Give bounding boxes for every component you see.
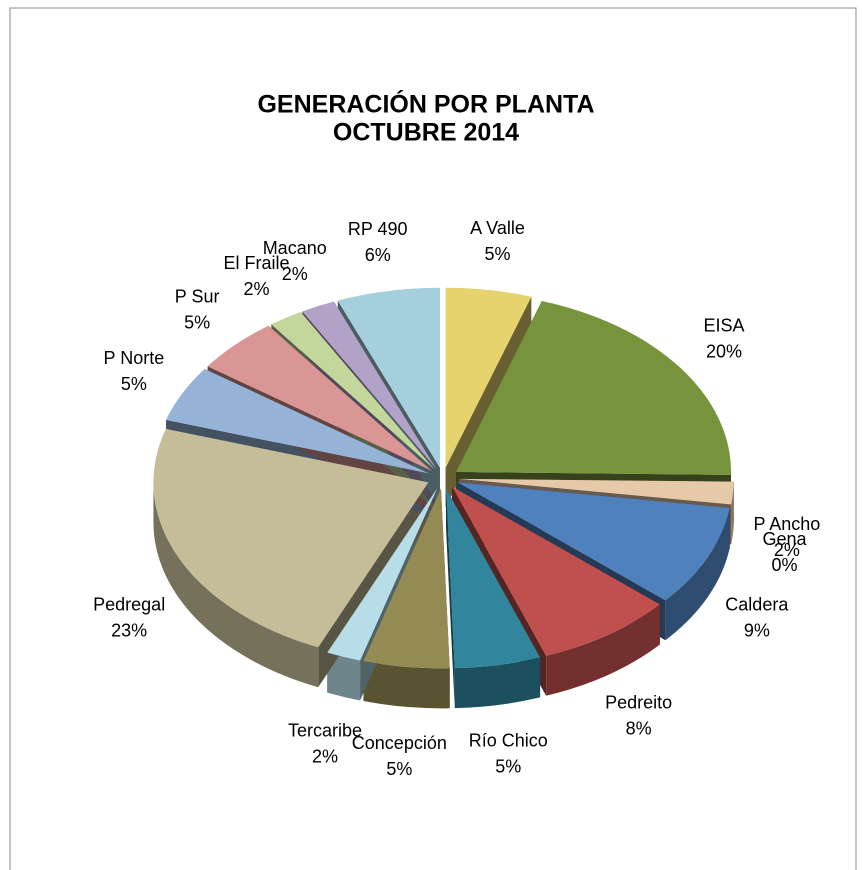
chart-title: GENERACIÓN POR PLANTA <box>257 89 594 119</box>
slice-label: El Fraile <box>223 253 289 273</box>
slice <box>207 325 432 471</box>
slice <box>458 478 734 505</box>
slice-wall <box>446 488 455 709</box>
slice-label: Macano <box>263 238 327 258</box>
slice-label: Pedreito <box>605 692 672 712</box>
slice-label: P Sur <box>175 286 220 306</box>
slice-value-label: 5% <box>121 374 147 394</box>
pie-tops <box>153 287 734 669</box>
slice-side <box>665 507 730 641</box>
slice-value-label: 0% <box>771 555 797 575</box>
slice-value-label: 6% <box>365 245 391 265</box>
slice <box>363 488 450 669</box>
slice <box>271 311 435 470</box>
slice-label: Río Chico <box>469 730 548 750</box>
slice-value-label: 2% <box>774 540 800 560</box>
slice-label: P Norte <box>104 348 165 368</box>
slice-value-label: 8% <box>626 718 652 738</box>
slice-side <box>731 481 734 545</box>
slice-value-label: 2% <box>312 746 338 766</box>
slice-value-label: 5% <box>495 756 521 776</box>
slice <box>166 368 429 474</box>
chart-subtitle: OCTUBRE 2014 <box>333 119 519 147</box>
slice-label: Pedregal <box>93 594 165 614</box>
slice <box>452 486 660 656</box>
slice-label: Tercaribe <box>288 720 362 740</box>
slice-label: Concepción <box>352 733 447 753</box>
slice-side <box>153 482 319 688</box>
slice-value-label: 2% <box>282 264 308 284</box>
slice-label: Gena <box>762 529 807 549</box>
slice-label: Caldera <box>725 594 789 614</box>
slice-value-label: 2% <box>243 279 269 299</box>
slice <box>456 300 732 475</box>
slice-label: P Ancho <box>754 514 821 534</box>
slice-side <box>546 604 660 696</box>
slice <box>457 482 730 601</box>
slice-value-label: 9% <box>744 620 770 640</box>
slice-label: A Valle <box>470 218 525 238</box>
slice <box>327 487 438 661</box>
slice-value-label: 20% <box>706 342 742 362</box>
slice-label: EISA <box>704 316 745 336</box>
slice <box>446 488 541 669</box>
slice-value-label: 5% <box>386 759 412 779</box>
slice-value-label: 5% <box>485 244 511 264</box>
slice-side <box>327 652 361 701</box>
slice-label: RP 490 <box>348 219 408 239</box>
slice <box>153 428 429 648</box>
slice-value-label: 23% <box>111 620 147 640</box>
slice <box>337 287 440 468</box>
slice-side <box>363 661 450 709</box>
slice-side <box>454 657 541 709</box>
slice-value-label: 5% <box>184 312 210 332</box>
slice <box>302 301 437 469</box>
slice <box>445 287 532 468</box>
